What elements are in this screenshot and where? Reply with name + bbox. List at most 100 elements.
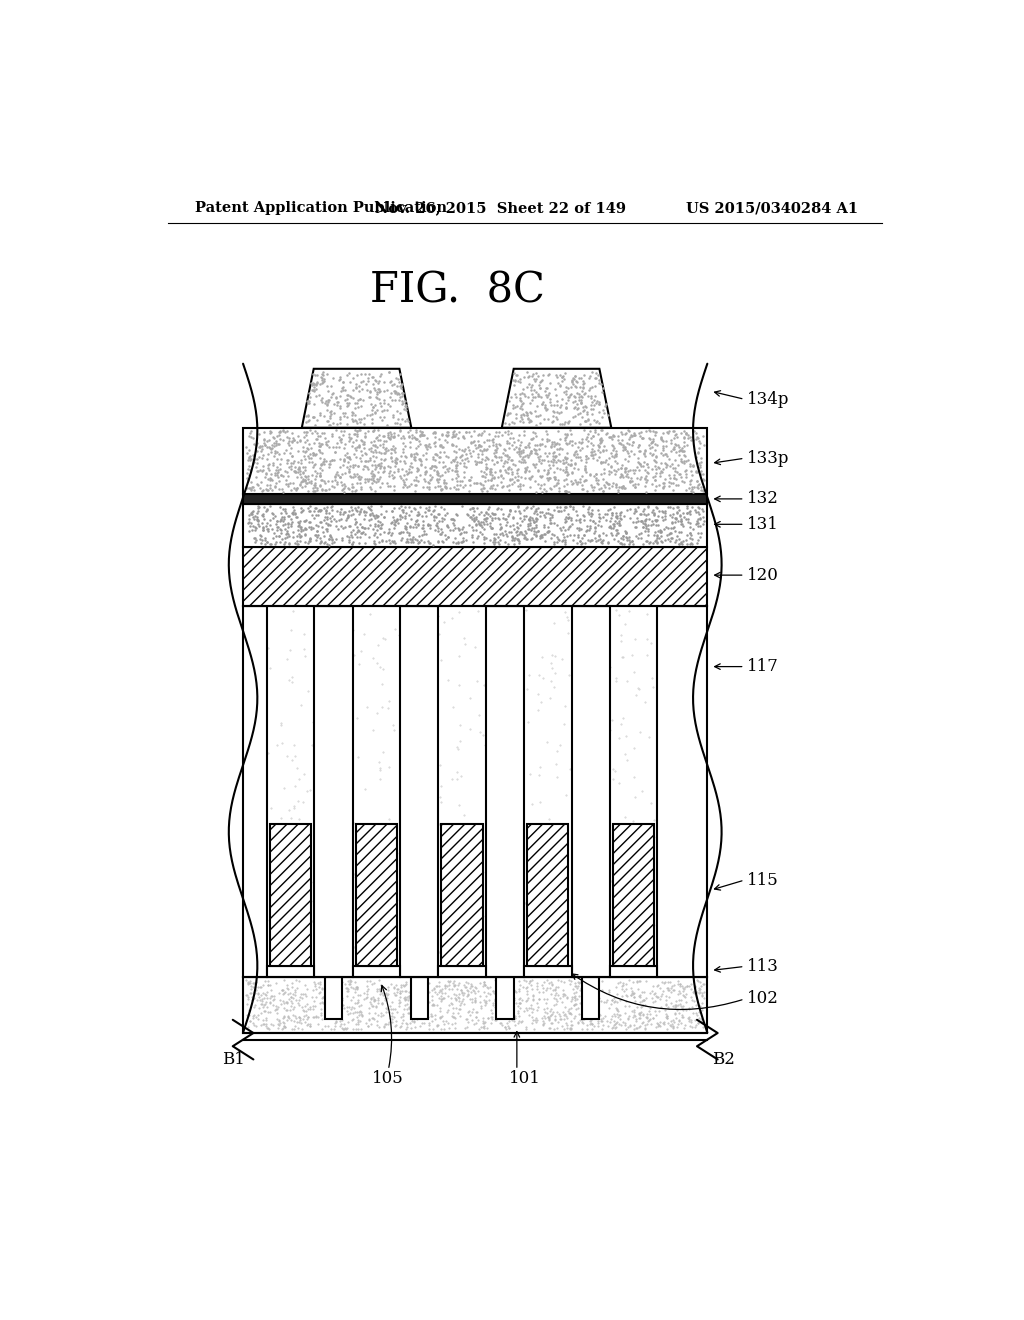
Point bbox=[402, 500, 419, 521]
Point bbox=[614, 974, 631, 995]
Point bbox=[423, 952, 439, 973]
Point bbox=[258, 1008, 274, 1030]
Point bbox=[242, 970, 258, 991]
Point bbox=[274, 991, 291, 1012]
Point bbox=[659, 1006, 676, 1027]
Point bbox=[376, 458, 392, 479]
Point bbox=[656, 502, 673, 523]
Point bbox=[347, 511, 364, 532]
Point bbox=[332, 855, 348, 876]
Point bbox=[443, 1014, 460, 1035]
Point bbox=[613, 457, 630, 478]
Point bbox=[324, 387, 340, 408]
Point bbox=[262, 477, 279, 498]
Point bbox=[648, 451, 665, 473]
Point bbox=[542, 688, 558, 709]
Point bbox=[565, 444, 582, 465]
Point bbox=[547, 469, 563, 490]
Point bbox=[566, 397, 583, 418]
Point bbox=[401, 961, 418, 982]
Point bbox=[375, 659, 391, 680]
Point bbox=[247, 520, 263, 541]
Point bbox=[639, 455, 655, 477]
Point bbox=[316, 470, 333, 491]
Point bbox=[366, 430, 382, 451]
Point bbox=[308, 444, 325, 465]
Point bbox=[307, 978, 324, 999]
Point bbox=[683, 1016, 699, 1038]
Point bbox=[563, 1014, 580, 1035]
Point bbox=[587, 664, 603, 685]
Point bbox=[428, 602, 444, 623]
Point bbox=[417, 463, 433, 484]
Point bbox=[663, 440, 679, 461]
Point bbox=[462, 445, 478, 466]
Bar bbox=[243, 494, 708, 504]
Point bbox=[461, 469, 477, 490]
Point bbox=[607, 510, 624, 531]
Point bbox=[515, 977, 531, 998]
Point bbox=[536, 409, 552, 430]
Point bbox=[319, 391, 336, 412]
Point bbox=[584, 403, 600, 424]
Point bbox=[290, 451, 306, 473]
Point bbox=[431, 441, 447, 462]
Point bbox=[509, 459, 525, 480]
Point bbox=[392, 495, 409, 516]
Point bbox=[506, 1011, 522, 1032]
Point bbox=[312, 634, 329, 655]
Point bbox=[629, 1018, 645, 1039]
Point bbox=[487, 1010, 504, 1031]
Point bbox=[462, 688, 478, 709]
Point bbox=[417, 434, 433, 455]
Point bbox=[525, 511, 542, 532]
Point bbox=[346, 424, 362, 445]
Point bbox=[408, 517, 424, 539]
Point bbox=[648, 528, 665, 549]
Point bbox=[349, 1007, 366, 1028]
Point bbox=[569, 444, 586, 465]
Point bbox=[686, 991, 702, 1012]
Point bbox=[313, 422, 330, 444]
Point bbox=[373, 974, 389, 995]
Point bbox=[682, 512, 698, 533]
Point bbox=[671, 981, 687, 1002]
Point bbox=[622, 470, 638, 491]
Point bbox=[660, 855, 677, 876]
Point bbox=[655, 459, 672, 480]
Point bbox=[241, 999, 257, 1020]
Point bbox=[284, 667, 300, 688]
Point bbox=[673, 450, 689, 471]
Point bbox=[552, 735, 568, 756]
Point bbox=[346, 644, 362, 665]
Point bbox=[401, 504, 418, 525]
Point bbox=[490, 978, 507, 999]
Point bbox=[563, 371, 580, 392]
Point bbox=[284, 1019, 300, 1040]
Point bbox=[391, 376, 408, 397]
Point bbox=[327, 442, 343, 463]
Point bbox=[445, 1007, 462, 1028]
Point bbox=[507, 466, 523, 487]
Point bbox=[546, 987, 562, 1008]
Point bbox=[685, 429, 701, 450]
Point bbox=[637, 1019, 653, 1040]
Point bbox=[672, 440, 688, 461]
Point bbox=[328, 1012, 344, 1034]
Point bbox=[304, 734, 321, 755]
Point bbox=[267, 441, 284, 462]
Point bbox=[429, 462, 445, 483]
Point bbox=[652, 525, 669, 546]
Point bbox=[324, 404, 340, 425]
Point bbox=[418, 949, 434, 970]
Point bbox=[464, 527, 480, 548]
Point bbox=[650, 908, 667, 929]
Point bbox=[336, 420, 352, 441]
Point bbox=[245, 972, 261, 993]
Point bbox=[579, 480, 595, 502]
Point bbox=[276, 1016, 293, 1038]
Point bbox=[290, 993, 306, 1014]
Point bbox=[383, 442, 399, 463]
Point bbox=[377, 442, 393, 463]
Point bbox=[555, 986, 571, 1007]
